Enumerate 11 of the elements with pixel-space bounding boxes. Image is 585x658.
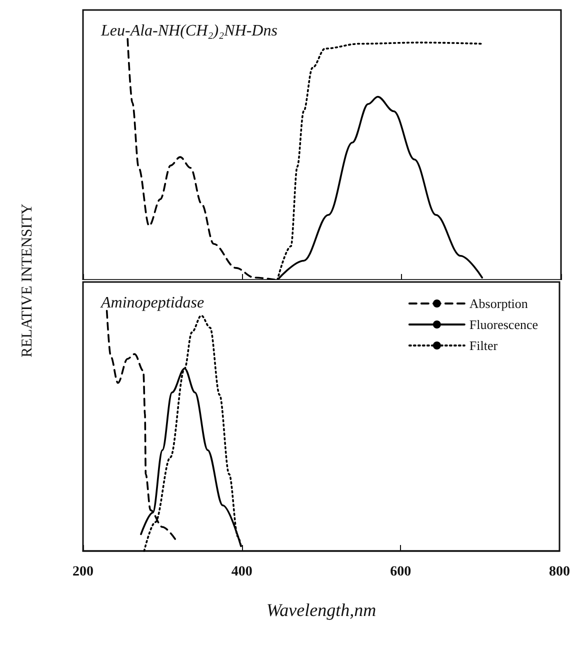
chart-title: Leu-Ala-NH(CH₂)₂NH-Dns xyxy=(100,22,278,40)
x-axis-title: Wavelength,nm xyxy=(266,600,376,620)
x-tick-label: 400 xyxy=(231,564,252,580)
chart-title: Aminopeptidase xyxy=(100,294,204,312)
x-tick-label: 800 xyxy=(549,564,570,580)
legend-label: Filter xyxy=(469,338,498,353)
legend-label: Absorption xyxy=(469,296,528,311)
x-tick-label: 200 xyxy=(72,564,94,580)
legend-label: Fluorescence xyxy=(469,317,538,332)
x-tick-label: 600 xyxy=(390,564,412,580)
y-axis-title: RELATIVE INTENSITY xyxy=(20,204,36,358)
